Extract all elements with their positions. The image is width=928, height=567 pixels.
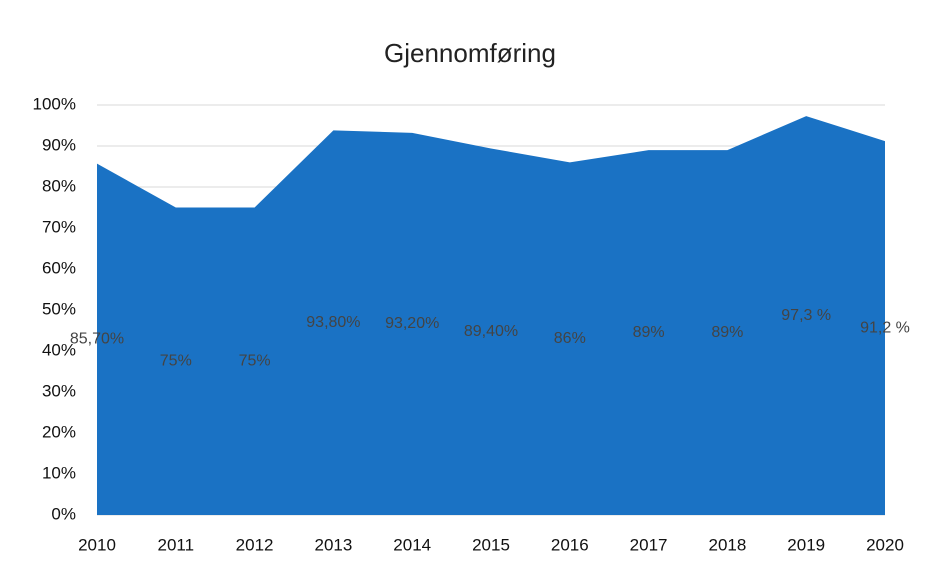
x-tick-label: 2014 [393, 535, 431, 554]
y-tick-label: 100% [33, 94, 76, 113]
y-tick-label: 20% [42, 422, 76, 441]
x-tick-label: 2017 [630, 535, 668, 554]
area [97, 116, 885, 515]
y-tick-label: 30% [42, 381, 76, 400]
data-label: 91,2 % [860, 319, 910, 336]
data-label: 75% [239, 352, 271, 369]
data-label: 97,3 % [781, 307, 831, 324]
y-tick-label: 70% [42, 217, 76, 236]
data-label: 89,40% [464, 323, 518, 340]
x-tick-label: 2013 [314, 535, 352, 554]
y-tick-label: 90% [42, 135, 76, 154]
data-label: 93,20% [385, 315, 439, 332]
y-tick-label: 50% [42, 299, 76, 318]
x-tick-label: 2018 [708, 535, 746, 554]
x-tick-label: 2012 [236, 535, 274, 554]
y-tick-label: 0% [51, 504, 76, 523]
x-tick-label: 2015 [472, 535, 510, 554]
data-label: 86% [554, 330, 586, 347]
data-label: 89% [633, 324, 665, 341]
chart-title: Gjennomføring [384, 38, 556, 68]
y-tick-label: 80% [42, 176, 76, 195]
data-label: 75% [160, 352, 192, 369]
y-tick-label: 40% [42, 340, 76, 359]
data-label: 85,70% [70, 331, 124, 348]
x-tick-label: 2020 [866, 535, 904, 554]
data-label: 89% [711, 324, 743, 341]
x-tick-label: 2016 [551, 535, 589, 554]
x-tick-label: 2010 [78, 535, 116, 554]
x-tick-label: 2011 [158, 535, 195, 554]
y-tick-label: 60% [42, 258, 76, 277]
x-tick-label: 2019 [787, 535, 825, 554]
data-label: 93,80% [306, 314, 360, 331]
y-tick-label: 10% [42, 463, 76, 482]
